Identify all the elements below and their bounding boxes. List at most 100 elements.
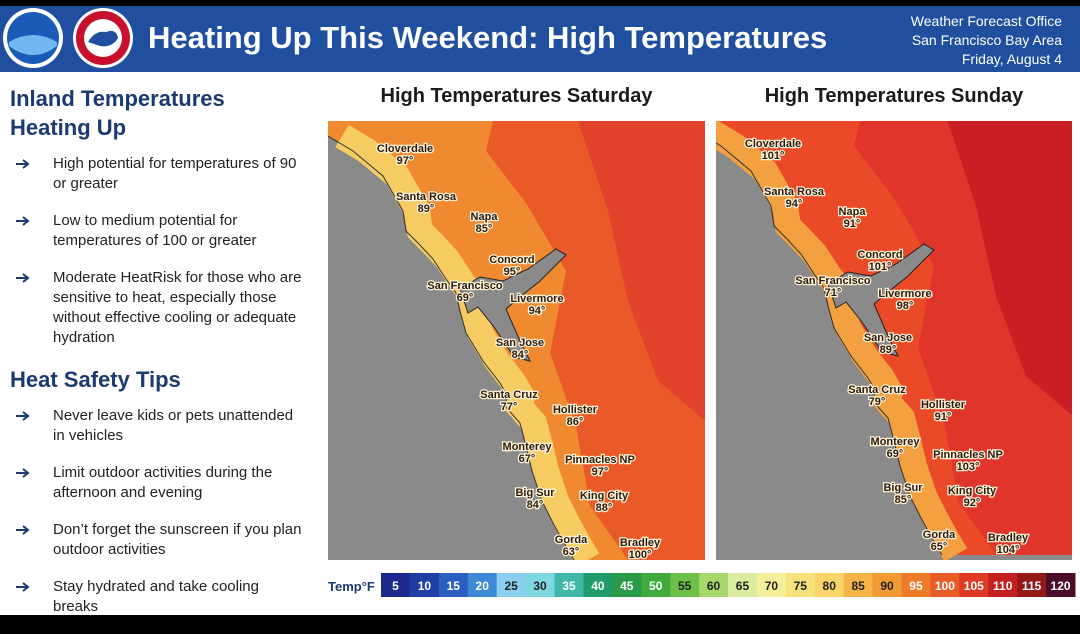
city-temp: 91° [844, 218, 861, 230]
city-temp: 85° [476, 223, 493, 235]
bullet-item: Stay hydrated and take cooling breaks [10, 577, 303, 617]
map-title: High Temperatures Sunday [765, 85, 1024, 107]
office-info: Weather Forecast Office San Francisco Ba… [911, 12, 1062, 69]
inland-heat [578, 121, 705, 421]
city-temp: 91° [935, 411, 952, 423]
legend-swatch [554, 573, 584, 597]
legend-value: 120 [1051, 579, 1071, 593]
map-title: High Temperatures Saturday [381, 85, 654, 107]
coastal-band [335, 124, 600, 560]
city-temp: 88° [596, 502, 613, 514]
legend-swatch [583, 573, 613, 597]
text-column: Inland Temperatures Heating Up High poten… [10, 84, 310, 634]
city-temp: 84° [527, 499, 544, 511]
city-temp: 71° [825, 287, 842, 299]
legend-swatch [699, 573, 729, 597]
legend-value: 5 [392, 579, 399, 593]
legend-value: 40 [591, 579, 605, 593]
office-line: Weather Forecast Office [910, 13, 1062, 29]
legend-swatch [988, 573, 1018, 597]
city-name: San Francisco [795, 275, 870, 287]
coastline [328, 135, 575, 560]
city-name: King City [580, 490, 629, 502]
legend-value: 65 [736, 579, 750, 593]
city-name: Santa Cruz [848, 384, 906, 396]
office-line: San Francisco Bay Area [911, 32, 1062, 48]
city-name: Cloverdale [377, 143, 433, 155]
legend-swatch [409, 573, 440, 597]
coastal-band [716, 121, 968, 560]
legend-swatch [785, 573, 816, 597]
city-temp: 101° [869, 261, 892, 273]
header: Heating Up This Weekend: High Temperatur… [0, 6, 1080, 72]
city-name: Gorda [923, 529, 956, 541]
legend-swatch [756, 573, 787, 597]
city-temp: 97° [592, 466, 609, 478]
legend-value: 25 [504, 579, 518, 593]
legend-value: 35 [562, 579, 576, 593]
legend-value: 15 [447, 579, 461, 593]
office-line: Friday, August 4 [961, 51, 1062, 67]
city-name: Big Sur [883, 482, 923, 494]
legend-swatch [843, 573, 874, 597]
city-name: Concord [857, 249, 902, 261]
city-name: Napa [471, 211, 499, 223]
legend-value: 90 [880, 579, 894, 593]
legend-swatch [930, 573, 960, 597]
city-name: Gorda [555, 534, 588, 546]
legend-swatch [872, 573, 902, 597]
inland-heat [947, 121, 1072, 416]
city-name: San Jose [864, 332, 912, 344]
legend-value: 50 [649, 579, 663, 593]
city-temp: 98° [897, 300, 914, 312]
legend-value: 20 [476, 579, 490, 593]
coastline [716, 142, 943, 556]
city-temp: 95° [504, 266, 521, 278]
city-name: Concord [489, 254, 534, 266]
city-temp: 94° [786, 198, 803, 210]
city-temp: 77° [501, 401, 518, 413]
legend-value: 45 [620, 579, 634, 593]
legend-swatch [901, 573, 931, 597]
legend-label: Temp°F [328, 579, 375, 594]
city-name: Bradley [620, 537, 661, 549]
city-temp: 69° [887, 448, 904, 460]
city-temp: 65° [931, 541, 948, 553]
bullet-item: Don’t forget the sunscreen if you plan o… [10, 520, 303, 560]
legend-value: 100 [935, 579, 955, 593]
title: Heating Up This Weekend: High Temperatur… [148, 20, 828, 55]
arrow-icon [16, 273, 30, 283]
bullet-item: Limit outdoor activities during the afte… [10, 463, 303, 503]
city-name: San Jose [496, 337, 544, 349]
city-temp: 89° [880, 344, 897, 356]
arrow-icon [16, 525, 30, 535]
city-temp: 94° [529, 305, 546, 317]
legend-value: 30 [533, 579, 547, 593]
legend-value: 70 [765, 579, 779, 593]
city-temp: 85° [895, 494, 912, 506]
legend-value: 85 [851, 579, 865, 593]
legend-swatch [467, 573, 498, 597]
city-name: Hollister [553, 404, 598, 416]
city-temp: 79° [869, 396, 886, 408]
legend-swatch [612, 573, 642, 597]
city-temp: 100° [629, 549, 652, 561]
legend-swatch [1046, 573, 1076, 597]
city-name: Big Sur [515, 487, 555, 499]
city-name: Monterey [871, 436, 921, 448]
city-name: Bradley [988, 532, 1029, 544]
city-temp: 63° [563, 546, 580, 558]
city-temp: 86° [567, 416, 584, 428]
legend-value: 75 [794, 579, 808, 593]
city-temp: 67° [519, 453, 536, 465]
legend-swatch [438, 573, 469, 597]
legend-value: 10 [418, 579, 432, 593]
legend-swatch [959, 573, 989, 597]
briefing: High Temperatures Saturday Cloverdale 97° S… [0, 6, 1080, 615]
legend-swatch [814, 573, 845, 597]
legend-value: 95 [909, 579, 923, 593]
